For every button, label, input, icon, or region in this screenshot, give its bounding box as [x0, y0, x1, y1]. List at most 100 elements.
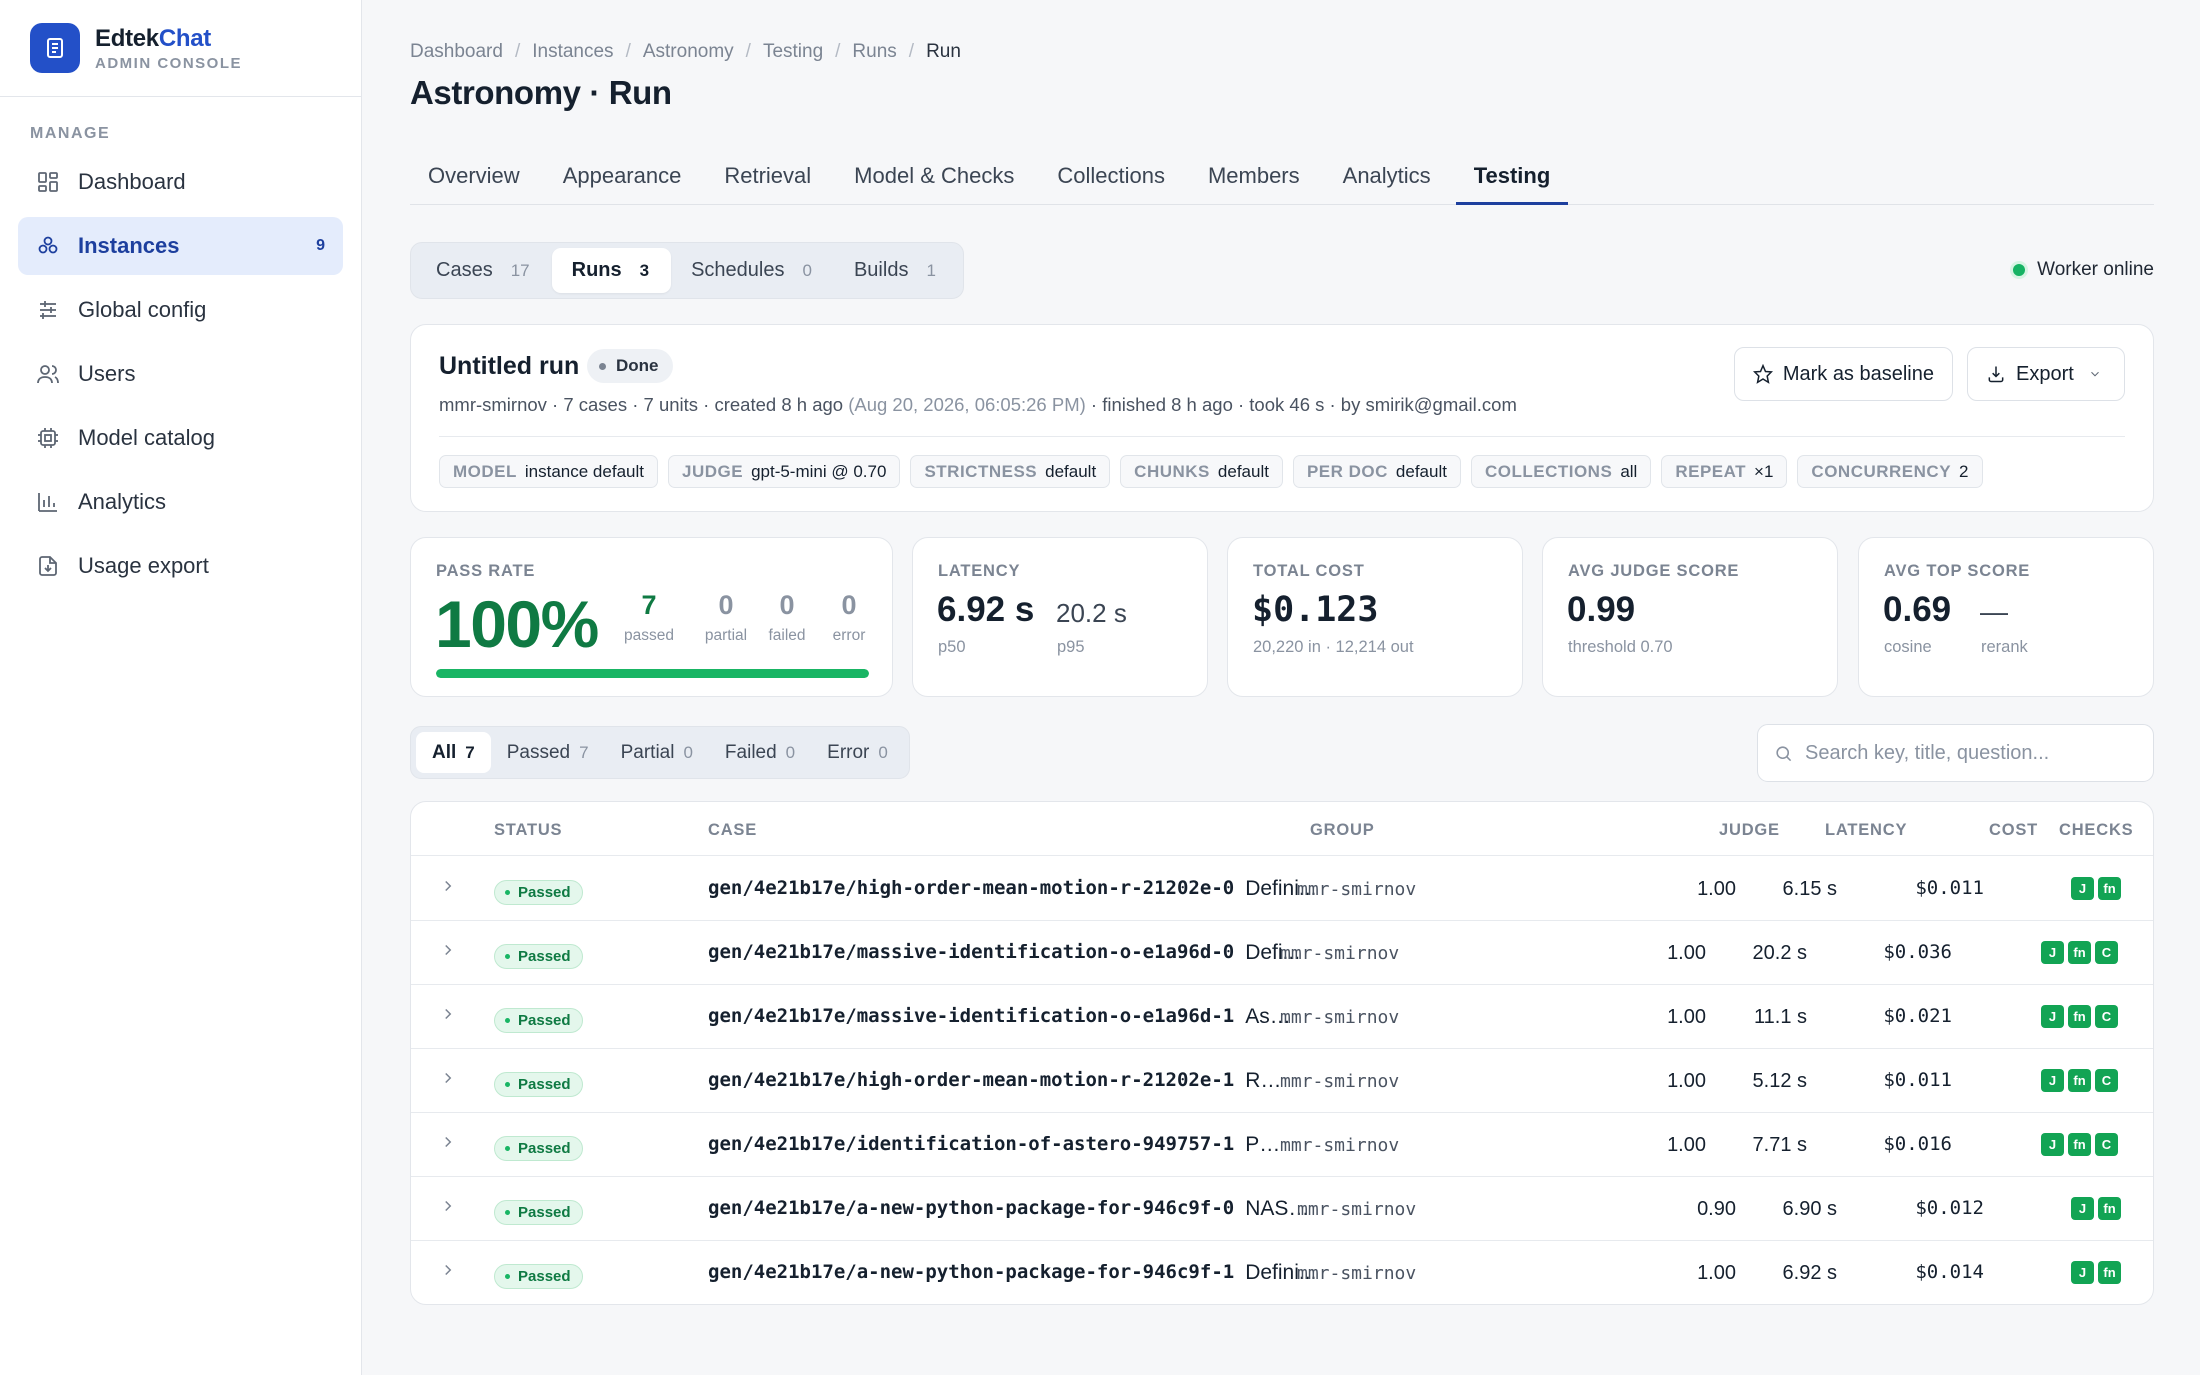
group-cell: mmr-smirnov — [1280, 1071, 1400, 1092]
testing-subtabs: Cases 17 Runs 3 Schedules 0 Builds 1 — [410, 242, 964, 299]
case-cell[interactable]: gen/4e21b17e/identification-of-astero-94… — [708, 1133, 1291, 1157]
sidebar-item-usage-export[interactable]: Usage export — [18, 537, 343, 595]
breadcrumb-testing[interactable]: Testing — [762, 41, 824, 62]
check-badge-j: J — [2071, 1261, 2094, 1284]
chip-chunks: CHUNKS default — [1120, 455, 1283, 488]
col-judge[interactable]: JUDGE — [1719, 821, 1780, 839]
case-cell[interactable]: gen/4e21b17e/a-new-python-package-for-94… — [708, 1197, 1313, 1221]
tab-model-checks[interactable]: Model & Checks — [854, 163, 1015, 188]
results-table: STATUS CASE GROUP JUDGE LATENCY COST CHE… — [410, 801, 2154, 1305]
case-cell[interactable]: gen/4e21b17e/a-new-python-package-for-94… — [708, 1261, 1316, 1285]
latency-cell: 6.15 s — [1782, 878, 1837, 900]
expand-chevron-icon[interactable] — [439, 1133, 459, 1153]
table-row[interactable]: Passed gen/4e21b17e/identification-of-ast… — [411, 1113, 2153, 1177]
sidebar-item-users[interactable]: Users — [18, 345, 343, 403]
case-cell[interactable]: gen/4e21b17e/massive-identification-o-e1… — [708, 941, 1300, 965]
col-checks[interactable]: CHECKS — [2059, 821, 2134, 839]
group-cell: mmr-smirnov — [1280, 1007, 1400, 1028]
tab-overview[interactable]: Overview — [428, 163, 520, 188]
col-group[interactable]: GROUP — [1310, 821, 1375, 839]
cost-cell: $0.014 — [1915, 1261, 1984, 1283]
table-header: STATUS CASE GROUP JUDGE LATENCY COST CHE… — [411, 802, 2153, 856]
case-cell[interactable]: gen/4e21b17e/massive-identification-o-e1… — [708, 1005, 1291, 1029]
judge-cell: 1.00 — [1667, 1006, 1706, 1028]
bar-chart-icon — [38, 493, 57, 512]
cost-cell: $0.021 — [1883, 1005, 1952, 1027]
sidebar-nav: Dashboard Instances 9 Global config User… — [0, 153, 361, 595]
judge-cell: 1.00 — [1697, 878, 1736, 900]
subtab-schedules[interactable]: Schedules 0 — [691, 259, 812, 281]
tab-appearance[interactable]: Appearance — [562, 163, 682, 188]
pass-rate-card: PASS RATE 100% 7 passed 0 partial 0 failed … — [410, 537, 893, 697]
breadcrumb-astronomy[interactable]: Astronomy — [642, 41, 734, 62]
filter-failed[interactable]: Failed 0 — [724, 741, 796, 763]
filter-error[interactable]: Error 0 — [827, 741, 888, 763]
table-row[interactable]: Passed gen/4e21b17e/a-new-python-package-… — [411, 1241, 2153, 1304]
search-input[interactable] — [1805, 741, 2135, 765]
col-case[interactable]: CASE — [708, 821, 758, 839]
breadcrumb-runs[interactable]: Runs — [852, 41, 897, 62]
subtab-builds[interactable]: Builds 1 — [853, 259, 936, 281]
latency-cell: 20.2 s — [1752, 942, 1807, 964]
sidebar-item-instances[interactable]: Instances 9 — [18, 217, 343, 275]
table-row[interactable]: Passed gen/4e21b17e/a-new-python-package-… — [411, 1177, 2153, 1241]
divider — [439, 436, 2125, 437]
brand-logo-icon[interactable] — [30, 23, 80, 73]
nav-section-label: MANAGE — [30, 125, 111, 142]
search-box[interactable] — [1757, 724, 2154, 782]
dashboard-icon — [38, 172, 58, 192]
tab-members[interactable]: Members — [1207, 163, 1300, 188]
subtab-runs[interactable]: Runs 3 — [551, 248, 672, 293]
col-latency[interactable]: LATENCY — [1825, 821, 1908, 839]
check-badge-fn: fn — [2068, 1133, 2091, 1156]
tab-testing[interactable]: Testing — [1455, 152, 1569, 205]
sidebar-item-dashboard[interactable]: Dashboard — [18, 153, 343, 211]
table-row[interactable]: Passed gen/4e21b17e/high-order-mean-motio… — [411, 857, 2153, 921]
check-badge-j: J — [2041, 1133, 2064, 1156]
case-cell[interactable]: gen/4e21b17e/high-order-mean-motion-r-21… — [708, 1069, 1291, 1093]
users-icon — [37, 365, 59, 384]
total-cost-card: TOTAL COST $0.123 20,220 in · 12,214 out — [1227, 537, 1523, 697]
col-status[interactable]: STATUS — [494, 821, 563, 839]
expand-chevron-icon[interactable] — [439, 877, 459, 897]
sidebar-item-label: Model catalog — [78, 425, 215, 450]
expand-chevron-icon[interactable] — [439, 1197, 459, 1217]
expand-chevron-icon[interactable] — [439, 1069, 459, 1089]
table-row[interactable]: Passed gen/4e21b17e/massive-identificatio… — [411, 921, 2153, 985]
check-badge-c: C — [2095, 1133, 2118, 1156]
latency-cell: 11.1 s — [1754, 1006, 1807, 1028]
passed-count: 7 passed — [624, 590, 674, 644]
check-badge-fn: fn — [2068, 1005, 2091, 1028]
check-badge-j: J — [2041, 1069, 2064, 1092]
tab-analytics[interactable]: Analytics — [1342, 163, 1431, 188]
filter-all[interactable]: All 7 — [416, 732, 491, 773]
cost-cell: $0.012 — [1915, 1197, 1984, 1219]
table-row[interactable]: Passed gen/4e21b17e/massive-identificatio… — [411, 985, 2153, 1049]
run-title: Untitled run — [439, 352, 580, 380]
tab-retrieval[interactable]: Retrieval — [724, 163, 812, 188]
expand-chevron-icon[interactable] — [439, 1261, 459, 1281]
col-cost[interactable]: COST — [1989, 821, 2039, 839]
sidebar-item-analytics[interactable]: Analytics — [18, 473, 343, 531]
filter-passed[interactable]: Passed 7 — [506, 741, 589, 763]
chip-concurrency: CONCURRENCY 2 — [1797, 455, 1983, 488]
latency-p50-label: p50 — [938, 638, 966, 656]
latency-p95-label: p95 — [1057, 638, 1085, 656]
breadcrumb-instances[interactable]: Instances — [532, 41, 614, 62]
export-button[interactable]: Export — [1967, 347, 2125, 401]
judge-cell: 1.00 — [1667, 1134, 1706, 1156]
expand-chevron-icon[interactable] — [439, 1005, 459, 1025]
mark-baseline-button[interactable]: Mark as baseline — [1733, 347, 1953, 401]
sidebar-item-global-config[interactable]: Global config — [18, 281, 343, 339]
subtab-cases[interactable]: Cases 17 — [436, 259, 530, 281]
table-row[interactable]: Passed gen/4e21b17e/high-order-mean-motio… — [411, 1049, 2153, 1113]
breadcrumb-dashboard[interactable]: Dashboard — [410, 41, 503, 62]
run-config-chips: MODEL instance default JUDGE gpt-5-mini @ … — [439, 455, 1983, 488]
expand-chevron-icon[interactable] — [439, 941, 459, 961]
tab-collections[interactable]: Collections — [1057, 163, 1165, 188]
filter-partial[interactable]: Partial 0 — [620, 741, 693, 763]
case-cell[interactable]: gen/4e21b17e/high-order-mean-motion-r-21… — [708, 877, 1316, 901]
sidebar-item-model-catalog[interactable]: Model catalog — [18, 409, 343, 467]
group-cell: mmr-smirnov — [1297, 1263, 1417, 1284]
